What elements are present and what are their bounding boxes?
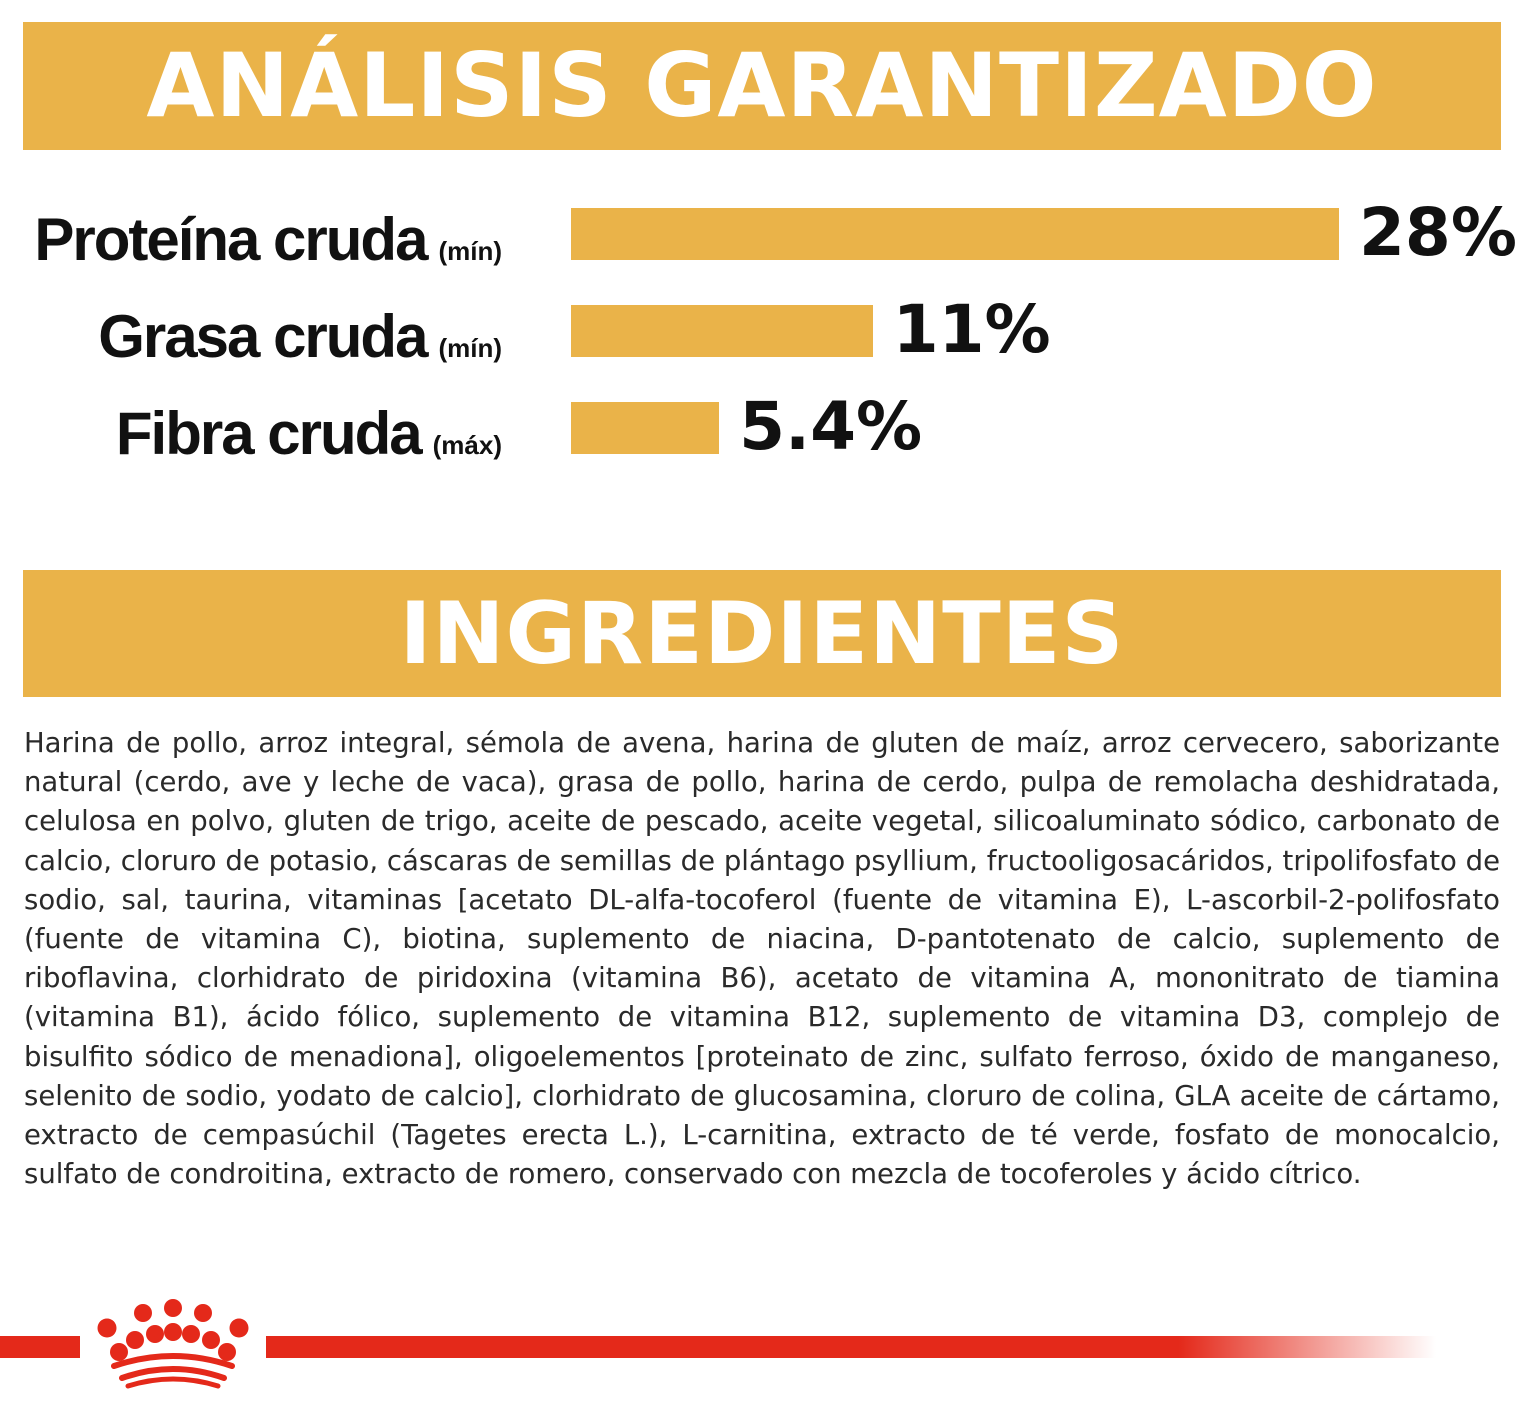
bar-value-label: 28%: [1359, 194, 1517, 271]
bar-value-label: 11%: [892, 291, 1051, 368]
bar-label-text: Grasa cruda: [98, 303, 428, 370]
bar-label-text: Fibra cruda: [115, 400, 423, 467]
bar-label-qualifier: (mín): [438, 333, 502, 363]
bar-value-label: 5.4%: [739, 388, 923, 465]
bar-label-qualifier: (máx): [432, 430, 502, 460]
bar-label: Grasa cruda (mín): [98, 307, 502, 367]
bar: [571, 208, 1339, 260]
crown-icon: [97, 1299, 249, 1389]
bar: [571, 305, 873, 357]
ingredients-text: Harina de pollo, arroz integral, sémola …: [24, 727, 1500, 1191]
bar-label-qualifier: (mín): [438, 236, 502, 266]
bar: [571, 402, 720, 454]
analysis-banner: ANÁLISIS GARANTIZADO: [23, 22, 1501, 150]
footer-stripe-left: [0, 1336, 80, 1358]
bar-label-text: Proteína cruda: [34, 206, 428, 273]
bar-label: Proteína cruda (mín): [34, 210, 502, 270]
ingredients-banner: INGREDIENTES: [23, 570, 1501, 697]
bar-label: Fibra cruda (máx): [116, 404, 502, 464]
footer-stripe-right: [266, 1336, 1436, 1358]
analysis-title: ANÁLISIS GARANTIZADO: [146, 34, 1378, 137]
ingredients-title: INGREDIENTES: [399, 583, 1125, 684]
